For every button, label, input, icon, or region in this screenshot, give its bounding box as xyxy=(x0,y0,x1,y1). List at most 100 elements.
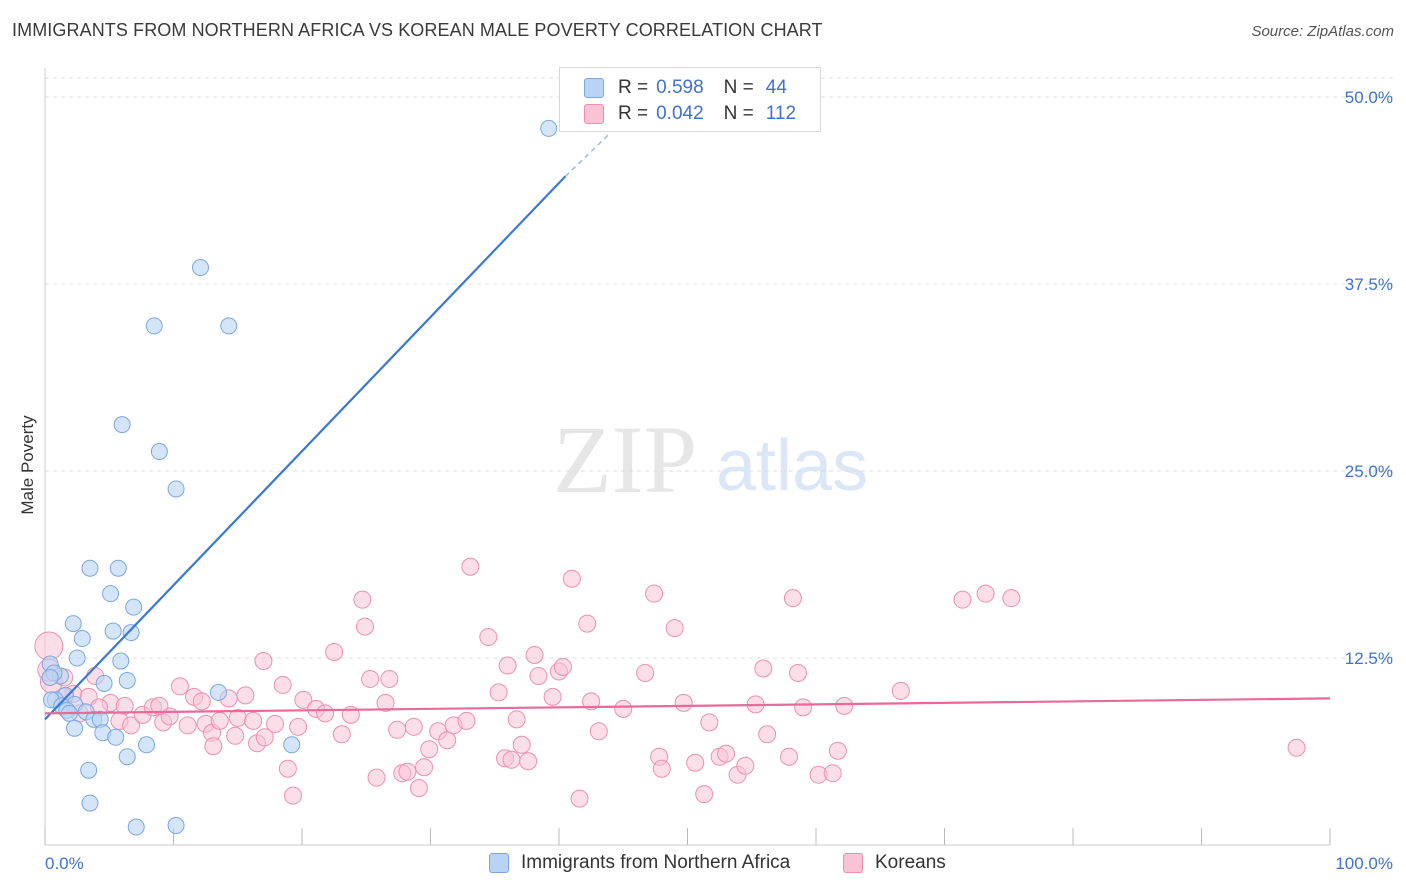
immigrant-point xyxy=(80,761,98,779)
korean-point xyxy=(388,720,407,739)
tick-labels: 12.5% 25.0% 37.5% 50.0% 0.0% 100.0% xyxy=(45,88,1393,873)
immigrant-point xyxy=(102,585,120,603)
korean-point xyxy=(404,717,423,736)
korean-point xyxy=(1287,738,1306,757)
korean-point xyxy=(652,759,671,778)
immigrant-point xyxy=(109,559,127,577)
korean-point xyxy=(519,752,538,771)
korean-point xyxy=(529,666,548,685)
korean-point xyxy=(578,614,597,633)
legend-r-value: 0.598 xyxy=(656,77,704,98)
korean-point xyxy=(367,768,386,787)
immigrant-point xyxy=(113,416,131,434)
korean-point xyxy=(409,779,428,798)
chart-title: IMMIGRANTS FROM NORTHERN AFRICA VS KOREA… xyxy=(12,20,823,40)
immigrant-point xyxy=(167,817,185,835)
immigrant-point xyxy=(122,624,140,642)
legend-n-value: 44 xyxy=(765,77,787,98)
legend-swatch-blue xyxy=(489,853,509,873)
korean-point xyxy=(789,663,808,682)
korean-point xyxy=(780,747,799,766)
immigrant-point xyxy=(125,598,143,616)
korean-point xyxy=(498,656,517,675)
watermark-atlas: atlas xyxy=(716,426,868,506)
korean-point xyxy=(415,758,434,777)
immigrant-point xyxy=(167,480,185,498)
legend-item-koreans[interactable]: Koreans xyxy=(843,852,946,874)
korean-point xyxy=(353,590,372,609)
korean-point xyxy=(316,704,335,723)
immigrant-point xyxy=(138,736,156,754)
korean-point xyxy=(717,744,736,763)
korean-point xyxy=(835,696,854,715)
immigrant-point xyxy=(118,748,136,766)
korean-point xyxy=(244,711,263,730)
korean-point xyxy=(543,687,562,706)
legend-n-label: N = xyxy=(723,77,754,98)
korean-point xyxy=(700,713,719,732)
korean-point xyxy=(614,699,633,718)
korean-point xyxy=(255,728,274,747)
legend-r-value: 0.042 xyxy=(656,103,704,124)
y-axis-label: Male Poverty xyxy=(18,415,37,515)
korean-point xyxy=(294,690,313,709)
korean-point xyxy=(794,698,813,717)
legend-r-label: R = xyxy=(618,77,649,98)
immigrant-point xyxy=(104,622,122,640)
legend-swatch-pink xyxy=(584,104,604,124)
koreans-trend-line xyxy=(44,697,1331,715)
korean-point xyxy=(783,589,802,608)
korean-point xyxy=(823,764,842,783)
immigrant-point xyxy=(68,649,86,667)
korean-point xyxy=(502,750,521,769)
korean-point xyxy=(754,659,773,678)
korean-point xyxy=(686,753,705,772)
immigrant-point xyxy=(191,259,209,277)
korean-point xyxy=(380,669,399,688)
legend-swatch-blue xyxy=(584,78,604,98)
immigrant-point xyxy=(41,668,59,686)
y-tick-label-3: 50.0% xyxy=(1345,88,1393,107)
korean-point xyxy=(461,557,480,576)
korean-point xyxy=(507,710,526,729)
korean-point xyxy=(210,711,229,730)
legend-label-koreans: Koreans xyxy=(875,852,946,873)
korean-point xyxy=(695,785,714,804)
korean-point xyxy=(457,711,476,730)
legend-r-label: R = xyxy=(618,103,649,124)
korean-point xyxy=(355,617,374,636)
korean-point xyxy=(438,731,457,750)
immigrant-point xyxy=(283,736,301,754)
korean-point xyxy=(122,716,141,735)
korean-point xyxy=(953,590,972,609)
korean-point xyxy=(204,737,223,756)
immigrant-point xyxy=(118,671,136,689)
immigrant-point xyxy=(112,652,130,670)
gridlines xyxy=(45,77,1393,659)
immigrant-point xyxy=(209,683,227,701)
koreans-points xyxy=(34,557,1306,808)
x-tick-label-0: 0.0% xyxy=(45,854,84,873)
immigrant-point xyxy=(220,317,238,335)
korean-point xyxy=(645,584,664,603)
immigrant-point xyxy=(81,794,99,812)
korean-point xyxy=(1002,589,1021,608)
korean-point xyxy=(192,692,211,711)
korean-point xyxy=(562,569,581,588)
korean-point xyxy=(665,619,684,638)
korean-point xyxy=(236,686,255,705)
legend-swatch-pink xyxy=(843,853,863,873)
korean-point xyxy=(553,657,572,676)
y-tick-label-1: 25.0% xyxy=(1345,462,1393,481)
korean-point xyxy=(284,786,303,805)
legend-n-label: N = xyxy=(723,103,754,124)
series-legend: Immigrants from Northern Africa Koreans xyxy=(0,852,1406,878)
korean-point xyxy=(266,714,285,733)
korean-point xyxy=(226,726,245,745)
correlation-legend: R = 0.598 N = 44 R = 0.042 N = 112 xyxy=(559,67,821,132)
axes xyxy=(44,68,1331,846)
immigrant-point xyxy=(64,615,82,633)
immigrant-point xyxy=(540,119,558,137)
legend-item-immigrants[interactable]: Immigrants from Northern Africa xyxy=(489,852,790,874)
